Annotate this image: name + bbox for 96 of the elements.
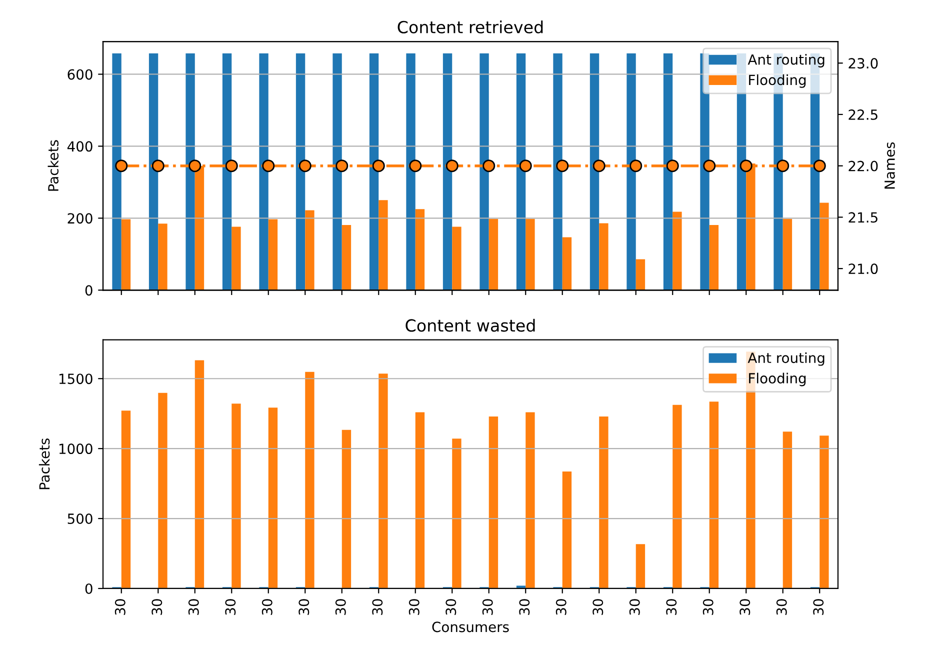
bar [296,53,306,290]
legend-label: Flooding [749,372,806,386]
y-tick-label: 1000 [59,444,92,454]
bar [488,416,498,588]
bar [232,404,241,588]
chart-title: Content retrieved [398,20,543,34]
bar [599,416,608,588]
bar [452,438,462,588]
x-axis-title: Consumers [432,622,509,632]
y2-tick-label: 21.5 [848,212,878,223]
y-tick-label: 0 [85,583,92,594]
chart-title: Content wasted [406,318,535,332]
x-tick-label: 30 [702,599,714,615]
bar [672,404,682,588]
bar [305,372,314,588]
bar [526,412,535,588]
y-tick-label: 500 [68,514,92,524]
bar [488,218,498,290]
bar [121,219,131,290]
x-tick-label: 30 [372,599,383,615]
bar [305,210,314,290]
x-tick-label: 30 [740,599,750,615]
x-tick-label: 30 [519,599,530,615]
y2-tick-label: 22.5 [848,109,878,120]
x-tick-label: 30 [556,599,566,615]
bar [378,200,388,290]
x-tick-label: 30 [813,599,824,615]
bar [342,430,352,588]
y2-tick-label: 23.0 [848,58,878,69]
bar [599,223,608,290]
bar [186,53,195,290]
bar [782,218,792,290]
bar [442,53,452,290]
bar [636,544,646,588]
bar [626,53,636,290]
bar [562,237,572,290]
bar [222,53,232,290]
bar [158,392,168,588]
y-tick-label: 1500 [59,374,92,384]
bar [259,53,268,290]
x-tick-label: 30 [262,599,272,615]
bar [332,53,342,290]
x-tick-label: 30 [776,599,787,615]
bar [820,202,829,290]
bar [526,218,535,290]
y2-axis-title: Names [884,142,895,189]
legend-label: Ant routing [748,352,824,366]
x-tick-label: 30 [188,599,199,615]
bar [553,53,562,290]
bar [452,226,462,290]
y-axis-title: Packets [38,438,50,490]
bar [480,53,489,290]
bar [709,225,719,290]
y-axis-title: Packets [48,140,59,191]
x-tick-label: 30 [225,599,236,615]
bar [268,408,278,588]
bar [820,436,829,588]
bar [378,374,388,588]
bar [342,225,352,290]
bar [194,360,204,588]
bar [406,53,416,290]
y2-tick-label: 22.0 [848,160,878,172]
bar [121,410,131,588]
bar [590,53,600,290]
x-tick-label: 30 [408,599,420,615]
x-tick-label: 30 [629,599,640,615]
bar [709,402,719,588]
y-tick-label: 200 [68,213,92,224]
x-tick-label: 30 [152,599,162,615]
y-tick-label: 400 [67,141,92,152]
bar [516,53,526,290]
y2-tick-label: 21.0 [848,264,878,274]
y-tick-label: 0 [85,285,92,296]
bar [663,53,673,290]
bar [268,219,278,290]
bar [672,212,682,290]
bar [232,226,241,290]
bar [369,53,379,290]
bar [562,472,572,588]
y-tick-label: 600 [68,69,92,80]
legend-label: Ant routing [748,54,824,68]
bar [158,224,168,290]
bar [148,53,158,290]
bar [112,53,122,290]
x-tick-label: 30 [482,599,493,615]
x-tick-label: 30 [592,599,604,615]
x-tick-label: 30 [335,599,346,615]
bar [415,412,425,588]
bar [636,259,646,290]
x-tick-label: 30 [446,599,456,615]
x-tick-label: 30 [114,599,126,615]
x-tick-label: 30 [666,599,677,615]
x-tick-label: 30 [298,599,310,615]
legend-label: Flooding [749,74,806,88]
bar [415,209,425,290]
bar [782,432,792,588]
